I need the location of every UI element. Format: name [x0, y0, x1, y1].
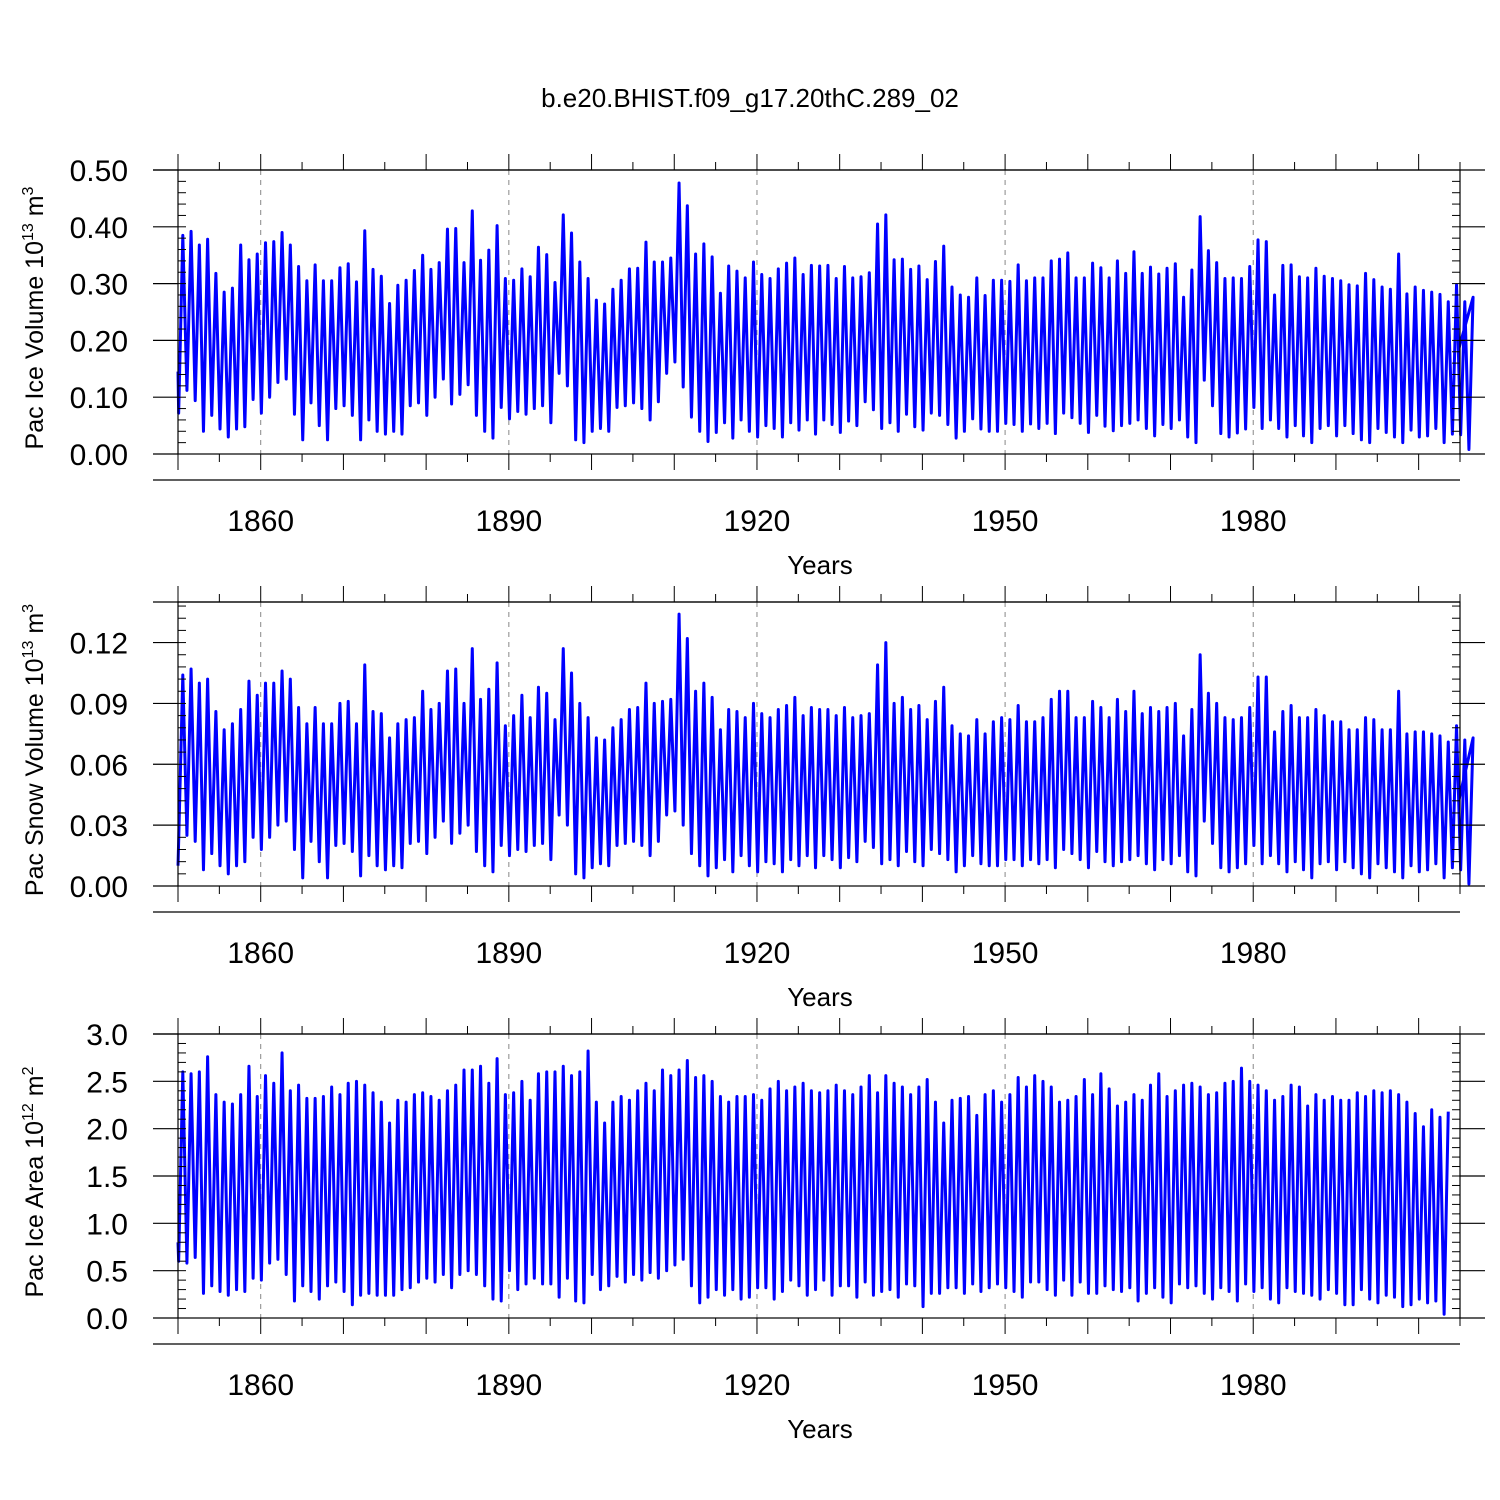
y-tick-label: 3.0 — [86, 1019, 128, 1052]
x-tick-label: 1950 — [972, 937, 1039, 970]
y-axis-label-unit: m — [21, 613, 49, 641]
chart-panel-1: 0.00 0.10 0.20 0.30 0.40 0.50 1860 1890 1920 1950… — [20, 154, 1485, 580]
x-tick-label: 1860 — [227, 505, 294, 538]
x-axis-label: Years — [787, 1414, 853, 1444]
y-axis-label-text: Pac Ice Area 10 — [21, 1121, 49, 1298]
x-tick-label: 1920 — [724, 505, 791, 538]
y-tick-label: 0.06 — [70, 749, 128, 782]
x-tick-label: 1890 — [475, 1369, 542, 1402]
y-tick-label: 2.0 — [86, 1114, 128, 1147]
y-tick-label: 0.20 — [70, 325, 128, 358]
y-axis-label: Pac Ice Area 1012 m2 — [20, 1066, 49, 1297]
y-axis-label-unit-exponent: 2 — [20, 1066, 37, 1075]
y-axis-label-exponent: 13 — [20, 223, 37, 241]
y-tick-label: 0.12 — [70, 628, 128, 661]
y-tick-label: 1.5 — [86, 1161, 128, 1194]
y-axis-label: Pac Ice Volume 1013 m3 — [20, 186, 49, 449]
y-axis-label-unit-exponent: 3 — [20, 186, 37, 195]
y-tick-label: 0.00 — [70, 871, 128, 904]
panels: 0.00 0.10 0.20 0.30 0.40 0.50 1860 1890 1920 1950… — [20, 154, 1485, 1444]
x-tick-label: 1980 — [1220, 937, 1287, 970]
y-tick-label: 0.40 — [70, 212, 128, 245]
y-axis-label-exponent: 12 — [20, 1103, 37, 1121]
x-tick-label: 1860 — [227, 937, 294, 970]
y-tick-label: 0.5 — [86, 1256, 128, 1289]
figure-title: b.e20.BHIST.f09_g17.20thC.289_02 — [541, 83, 959, 113]
x-tick-label: 1890 — [475, 937, 542, 970]
chart-panel-3: 0.0 0.5 1.0 1.5 2.0 2.5 3.0 1860 1890 1920 1950 198… — [20, 1018, 1485, 1444]
series-line — [176, 181, 1475, 451]
x-tick-label: 1860 — [227, 1369, 294, 1402]
y-tick-label: 0.00 — [70, 439, 128, 472]
y-axis-label-text: Pac Ice Volume 10 — [21, 241, 49, 449]
y-axis-label-exponent: 13 — [20, 641, 37, 659]
series-line — [176, 612, 1475, 886]
x-tick-label: 1950 — [972, 505, 1039, 538]
y-tick-label: 0.50 — [70, 155, 128, 188]
x-axis-label: Years — [787, 550, 853, 580]
y-axis-label-unit-exponent: 3 — [20, 604, 37, 613]
y-tick-label: 0.09 — [70, 688, 128, 721]
x-tick-label: 1920 — [724, 1369, 791, 1402]
x-tick-label: 1980 — [1220, 1369, 1287, 1402]
y-axis-label-unit: m — [21, 1075, 49, 1103]
x-tick-label: 1980 — [1220, 505, 1287, 538]
x-axis-label: Years — [787, 982, 853, 1012]
y-tick-label: 0.30 — [70, 269, 128, 302]
y-axis-label-text: Pac Snow Volume 10 — [21, 658, 49, 896]
y-tick-label: 0.03 — [70, 810, 128, 843]
chart-panel-2: 0.00 0.03 0.06 0.09 0.12 1860 1890 1920 1950 1980… — [20, 586, 1485, 1012]
y-tick-label: 1.0 — [86, 1208, 128, 1241]
x-tick-label: 1950 — [972, 1369, 1039, 1402]
series-line — [176, 1049, 1450, 1316]
x-tick-label: 1920 — [724, 937, 791, 970]
y-tick-label: 2.5 — [86, 1066, 128, 1099]
y-axis-label: Pac Snow Volume 1013 m3 — [20, 604, 49, 896]
y-tick-label: 0.0 — [86, 1303, 128, 1336]
x-tick-label: 1890 — [475, 505, 542, 538]
y-axis-label-unit: m — [21, 195, 49, 223]
y-tick-label: 0.10 — [70, 382, 128, 415]
